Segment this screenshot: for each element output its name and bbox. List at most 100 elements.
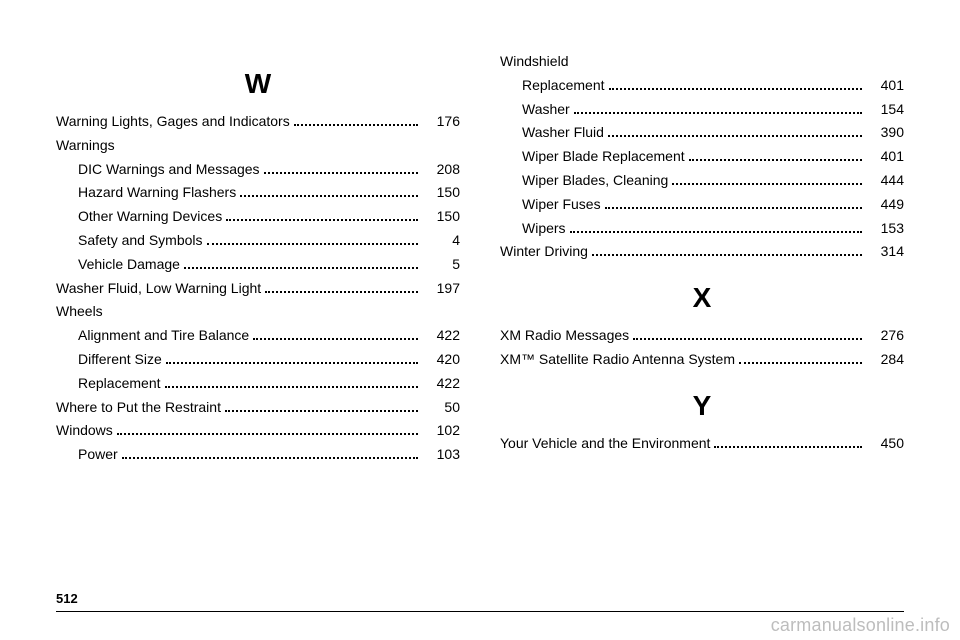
two-column-layout: W Warning Lights, Gages and Indicators 176… <box>56 50 904 467</box>
index-entry-label: Winter Driving <box>500 240 588 264</box>
index-entry: Wiper Blades, Cleaning 444 <box>500 169 904 193</box>
index-page: W Warning Lights, Gages and Indicators 176… <box>0 0 960 640</box>
index-entry-label: Wipers <box>522 217 566 241</box>
index-entry-page: 390 <box>866 121 904 145</box>
index-entry: Hazard Warning Flashers150 <box>56 181 460 205</box>
index-entry: Wheels <box>56 300 460 324</box>
leader-dots <box>572 58 862 66</box>
index-entry-page: 5 <box>422 253 460 277</box>
index-entry-label: XM™ Satellite Radio Antenna System <box>500 348 735 372</box>
leader-dots <box>253 332 418 340</box>
index-letter-heading: Y <box>500 390 904 422</box>
index-entry-label: Wiper Blades, Cleaning <box>522 169 668 193</box>
index-entry-page: 4 <box>422 229 460 253</box>
index-entry-page: 102 <box>422 419 460 443</box>
index-entry: Different Size420 <box>56 348 460 372</box>
index-entry-page: 176 <box>422 110 460 134</box>
index-entry-label: Replacement <box>522 74 605 98</box>
leader-dots <box>689 153 862 161</box>
index-entry-page: 450 <box>866 432 904 456</box>
index-entry: Windshield <box>500 50 904 74</box>
leader-dots <box>226 213 418 221</box>
index-entry-label: Alignment and Tire Balance <box>78 324 249 348</box>
index-entry-page: 422 <box>422 324 460 348</box>
index-letter-heading: W <box>56 68 460 100</box>
index-entry-page: 284 <box>866 348 904 372</box>
index-entry-page: 401 <box>866 74 904 98</box>
index-entry: Replacement 401 <box>500 74 904 98</box>
index-entry-page: 153 <box>866 217 904 241</box>
leader-dots <box>207 237 418 245</box>
leader-dots <box>265 284 418 292</box>
leader-dots <box>714 439 862 447</box>
index-entry-label: Where to Put the Restraint <box>56 396 221 420</box>
leader-dots <box>574 105 862 113</box>
index-entry-label: Safety and Symbols <box>78 229 203 253</box>
index-entry-page: 276 <box>866 324 904 348</box>
index-entry-label: Windows <box>56 419 113 443</box>
index-entry-label: Different Size <box>78 348 162 372</box>
index-entry: Where to Put the Restraint50 <box>56 396 460 420</box>
index-entry-page: 422 <box>422 372 460 396</box>
index-entry-page: 208 <box>422 158 460 182</box>
right-column: WindshieldReplacement 401 Washer 154Washer … <box>500 50 904 467</box>
index-entry-page: 401 <box>866 145 904 169</box>
index-entry-page: 103 <box>422 443 460 467</box>
index-entry: Wiper Fuses 449 <box>500 193 904 217</box>
index-entry-label: Replacement <box>78 372 161 396</box>
index-entry: Windows 102 <box>56 419 460 443</box>
index-entry: Washer 154 <box>500 98 904 122</box>
index-entry-page: 197 <box>422 277 460 301</box>
index-entry: Warning Lights, Gages and Indicators 176 <box>56 110 460 134</box>
index-entry: XM Radio Messages 276 <box>500 324 904 348</box>
leader-dots <box>166 356 418 364</box>
index-entry: XM™ Satellite Radio Antenna System 284 <box>500 348 904 372</box>
index-entry: Warnings <box>56 134 460 158</box>
leader-dots <box>225 403 418 411</box>
leader-dots <box>739 356 862 364</box>
index-entry-label: Power <box>78 443 118 467</box>
leader-dots <box>672 177 862 185</box>
index-entry: Wiper Blade Replacement 401 <box>500 145 904 169</box>
left-column: W Warning Lights, Gages and Indicators 176… <box>56 50 460 467</box>
leader-dots <box>184 260 418 268</box>
leader-dots <box>107 308 418 316</box>
index-entry-label: Windshield <box>500 50 568 74</box>
index-entry: Winter Driving 314 <box>500 240 904 264</box>
index-entry: Vehicle Damage5 <box>56 253 460 277</box>
index-entry-page: 314 <box>866 240 904 264</box>
index-letter-heading: X <box>500 282 904 314</box>
index-entry-label: Hazard Warning Flashers <box>78 181 236 205</box>
index-entry-label: XM Radio Messages <box>500 324 629 348</box>
index-entry: Alignment and Tire Balance 422 <box>56 324 460 348</box>
index-entry-label: Wiper Blade Replacement <box>522 145 685 169</box>
index-entry-label: Your Vehicle and the Environment <box>500 432 710 456</box>
leader-dots <box>119 141 418 149</box>
index-entry-label: Warning Lights, Gages and Indicators <box>56 110 290 134</box>
index-entry: Safety and Symbols 4 <box>56 229 460 253</box>
index-entry: Your Vehicle and the Environment 450 <box>500 432 904 456</box>
leader-dots <box>122 451 418 459</box>
leader-dots <box>592 248 862 256</box>
leader-dots <box>117 427 418 435</box>
index-entry: Washer Fluid, Low Warning Light197 <box>56 277 460 301</box>
leader-dots <box>633 332 862 340</box>
leader-dots <box>605 200 862 208</box>
index-entry: Wipers 153 <box>500 217 904 241</box>
leader-dots <box>570 224 862 232</box>
index-entry-page: 150 <box>422 205 460 229</box>
leader-dots <box>608 129 862 137</box>
index-entry-label: Washer <box>522 98 570 122</box>
index-entry: Power 103 <box>56 443 460 467</box>
index-entry-label: DIC Warnings and Messages <box>78 158 260 182</box>
index-entry-page: 444 <box>866 169 904 193</box>
page-number: 512 <box>56 591 78 606</box>
index-entry-label: Warnings <box>56 134 115 158</box>
footer-rule <box>56 611 904 612</box>
index-entry-page: 154 <box>866 98 904 122</box>
leader-dots <box>240 189 418 197</box>
leader-dots <box>264 165 418 173</box>
index-entry-page: 449 <box>866 193 904 217</box>
index-entry-label: Wiper Fuses <box>522 193 601 217</box>
leader-dots <box>294 118 418 126</box>
